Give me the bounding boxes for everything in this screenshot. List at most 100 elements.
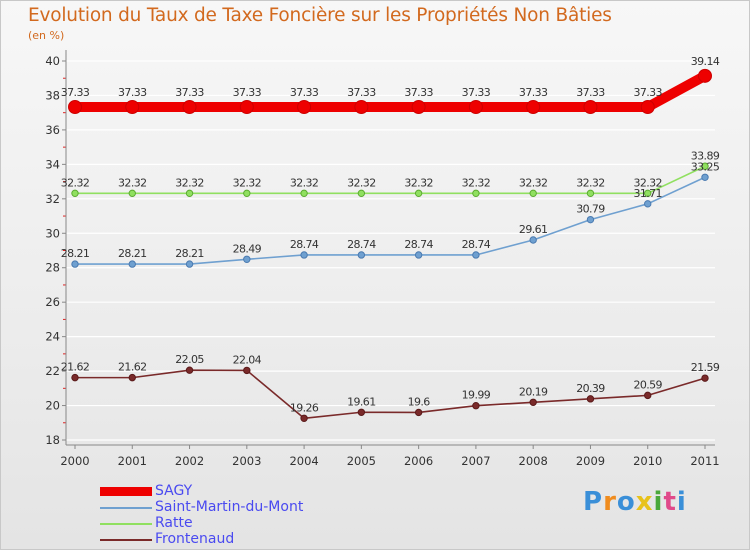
data-point-sagy (297, 99, 312, 114)
data-point-ratte (128, 189, 136, 198)
y-tick-label: 18 (45, 433, 60, 447)
data-point-frontenaud (71, 373, 79, 382)
data-label-frontenaud: 19.6 (408, 395, 431, 408)
y-tick-label: 36 (45, 123, 60, 137)
y-tick-label: 34 (45, 157, 60, 171)
data-point-frontenaud (357, 408, 366, 416)
data-label-frontenaud: 19.61 (347, 395, 376, 408)
y-tick-label: 30 (45, 226, 60, 240)
data-label-ratte: 32.32 (175, 176, 204, 189)
data-point-saint-martin-du-mont (71, 260, 79, 268)
data-label-saint-martin-du-mont: 28.21 (175, 247, 204, 260)
data-label-frontenaud: 22.04 (233, 353, 262, 366)
x-tick-label: 2010 (633, 454, 662, 468)
data-label-saint-martin-du-mont: 28.21 (118, 247, 147, 260)
y-tick-label: 32 (45, 192, 60, 206)
data-point-ratte (701, 162, 709, 170)
data-label-ratte: 32.32 (347, 176, 376, 189)
data-point-sagy (583, 99, 598, 114)
data-point-frontenaud (472, 402, 480, 410)
data-label-sagy: 39.14 (691, 55, 720, 68)
x-tick-label: 2000 (60, 454, 89, 468)
series-line-saint-martin-du-mont (74, 176, 706, 265)
data-point-saint-martin-du-mont (472, 251, 480, 259)
data-point-ratte (243, 189, 251, 198)
data-label-saint-martin-du-mont: 28.49 (233, 242, 262, 255)
data-label-frontenaud: 21.62 (61, 361, 90, 374)
data-point-saint-martin-du-mont (243, 255, 251, 263)
data-point-frontenaud (701, 374, 709, 382)
data-label-sagy: 37.33 (462, 86, 491, 99)
data-point-saint-martin-du-mont (644, 200, 652, 208)
data-label-ratte: 32.32 (576, 176, 605, 189)
legend-label: SAGY (155, 483, 193, 499)
data-point-sagy (182, 99, 197, 114)
logo-letter: r (603, 487, 617, 517)
legend-swatch (100, 507, 152, 509)
data-label-saint-martin-du-mont: 28.74 (347, 238, 376, 251)
logo-letter: i (676, 487, 687, 517)
proxiti-logo: Proxiti (583, 487, 687, 517)
series-line-ratte (74, 165, 706, 195)
legend-label: Saint-Martin-du-Mont (155, 499, 304, 515)
y-tick-label: 24 (45, 330, 60, 344)
data-point-ratte (357, 189, 366, 198)
data-label-frontenaud: 21.59 (691, 361, 720, 374)
y-tick-label: 38 (45, 88, 60, 102)
data-point-frontenaud (529, 398, 537, 406)
data-point-sagy (354, 99, 369, 114)
data-label-frontenaud: 22.05 (175, 353, 204, 366)
data-point-frontenaud (300, 414, 308, 422)
x-tick-label: 2003 (232, 454, 261, 468)
data-label-ratte: 32.32 (233, 176, 262, 189)
y-tick-label: 20 (45, 399, 60, 413)
logo-letter: i (653, 487, 664, 517)
data-label-frontenaud: 20.59 (633, 378, 662, 391)
y-tick-label: 28 (45, 261, 60, 275)
data-point-sagy (468, 99, 483, 114)
data-label-ratte: 32.32 (633, 176, 662, 189)
data-label-ratte: 32.32 (118, 176, 147, 189)
x-tick-label: 2005 (347, 454, 376, 468)
data-label-ratte: 32.32 (61, 176, 90, 189)
x-tick-label: 2006 (404, 454, 433, 468)
x-tick-label: 2011 (690, 454, 719, 468)
legend-swatch (100, 487, 152, 496)
data-point-saint-martin-du-mont (357, 251, 366, 259)
data-label-sagy: 37.33 (576, 86, 605, 99)
data-label-ratte: 32.32 (462, 176, 491, 189)
logo-letter: o (616, 487, 636, 517)
data-point-sagy (640, 99, 655, 114)
data-label-sagy: 37.33 (61, 86, 90, 99)
data-point-frontenaud (185, 366, 194, 374)
data-point-ratte (472, 189, 480, 198)
data-point-ratte (185, 189, 194, 198)
legend-swatch (100, 523, 152, 525)
series-line-sagy (70, 70, 710, 112)
legend-swatch (100, 539, 152, 541)
data-label-frontenaud: 20.39 (576, 382, 605, 395)
data-label-ratte: 32.32 (519, 176, 548, 189)
x-tick-label: 2007 (461, 454, 490, 468)
data-point-sagy (125, 99, 140, 114)
data-point-ratte (71, 189, 79, 198)
data-point-saint-martin-du-mont (128, 260, 136, 268)
data-label-frontenaud: 21.62 (118, 361, 147, 374)
data-label-saint-martin-du-mont: 29.61 (519, 223, 548, 236)
y-axis-unit-label: (en %) (28, 29, 65, 42)
data-point-ratte (414, 189, 423, 198)
data-label-saint-martin-du-mont: 33.25 (691, 160, 720, 173)
data-point-ratte (300, 189, 308, 198)
y-tick-label: 26 (45, 295, 60, 309)
data-point-saint-martin-du-mont (300, 251, 308, 259)
data-point-frontenaud (243, 366, 251, 375)
data-label-sagy: 37.33 (347, 86, 376, 99)
data-point-saint-martin-du-mont (414, 251, 423, 259)
data-label-sagy: 37.33 (290, 86, 319, 99)
data-point-frontenaud (128, 373, 136, 382)
data-point-ratte (529, 189, 537, 198)
data-label-sagy: 37.33 (175, 86, 204, 99)
data-label-ratte: 33.89 (691, 149, 720, 162)
